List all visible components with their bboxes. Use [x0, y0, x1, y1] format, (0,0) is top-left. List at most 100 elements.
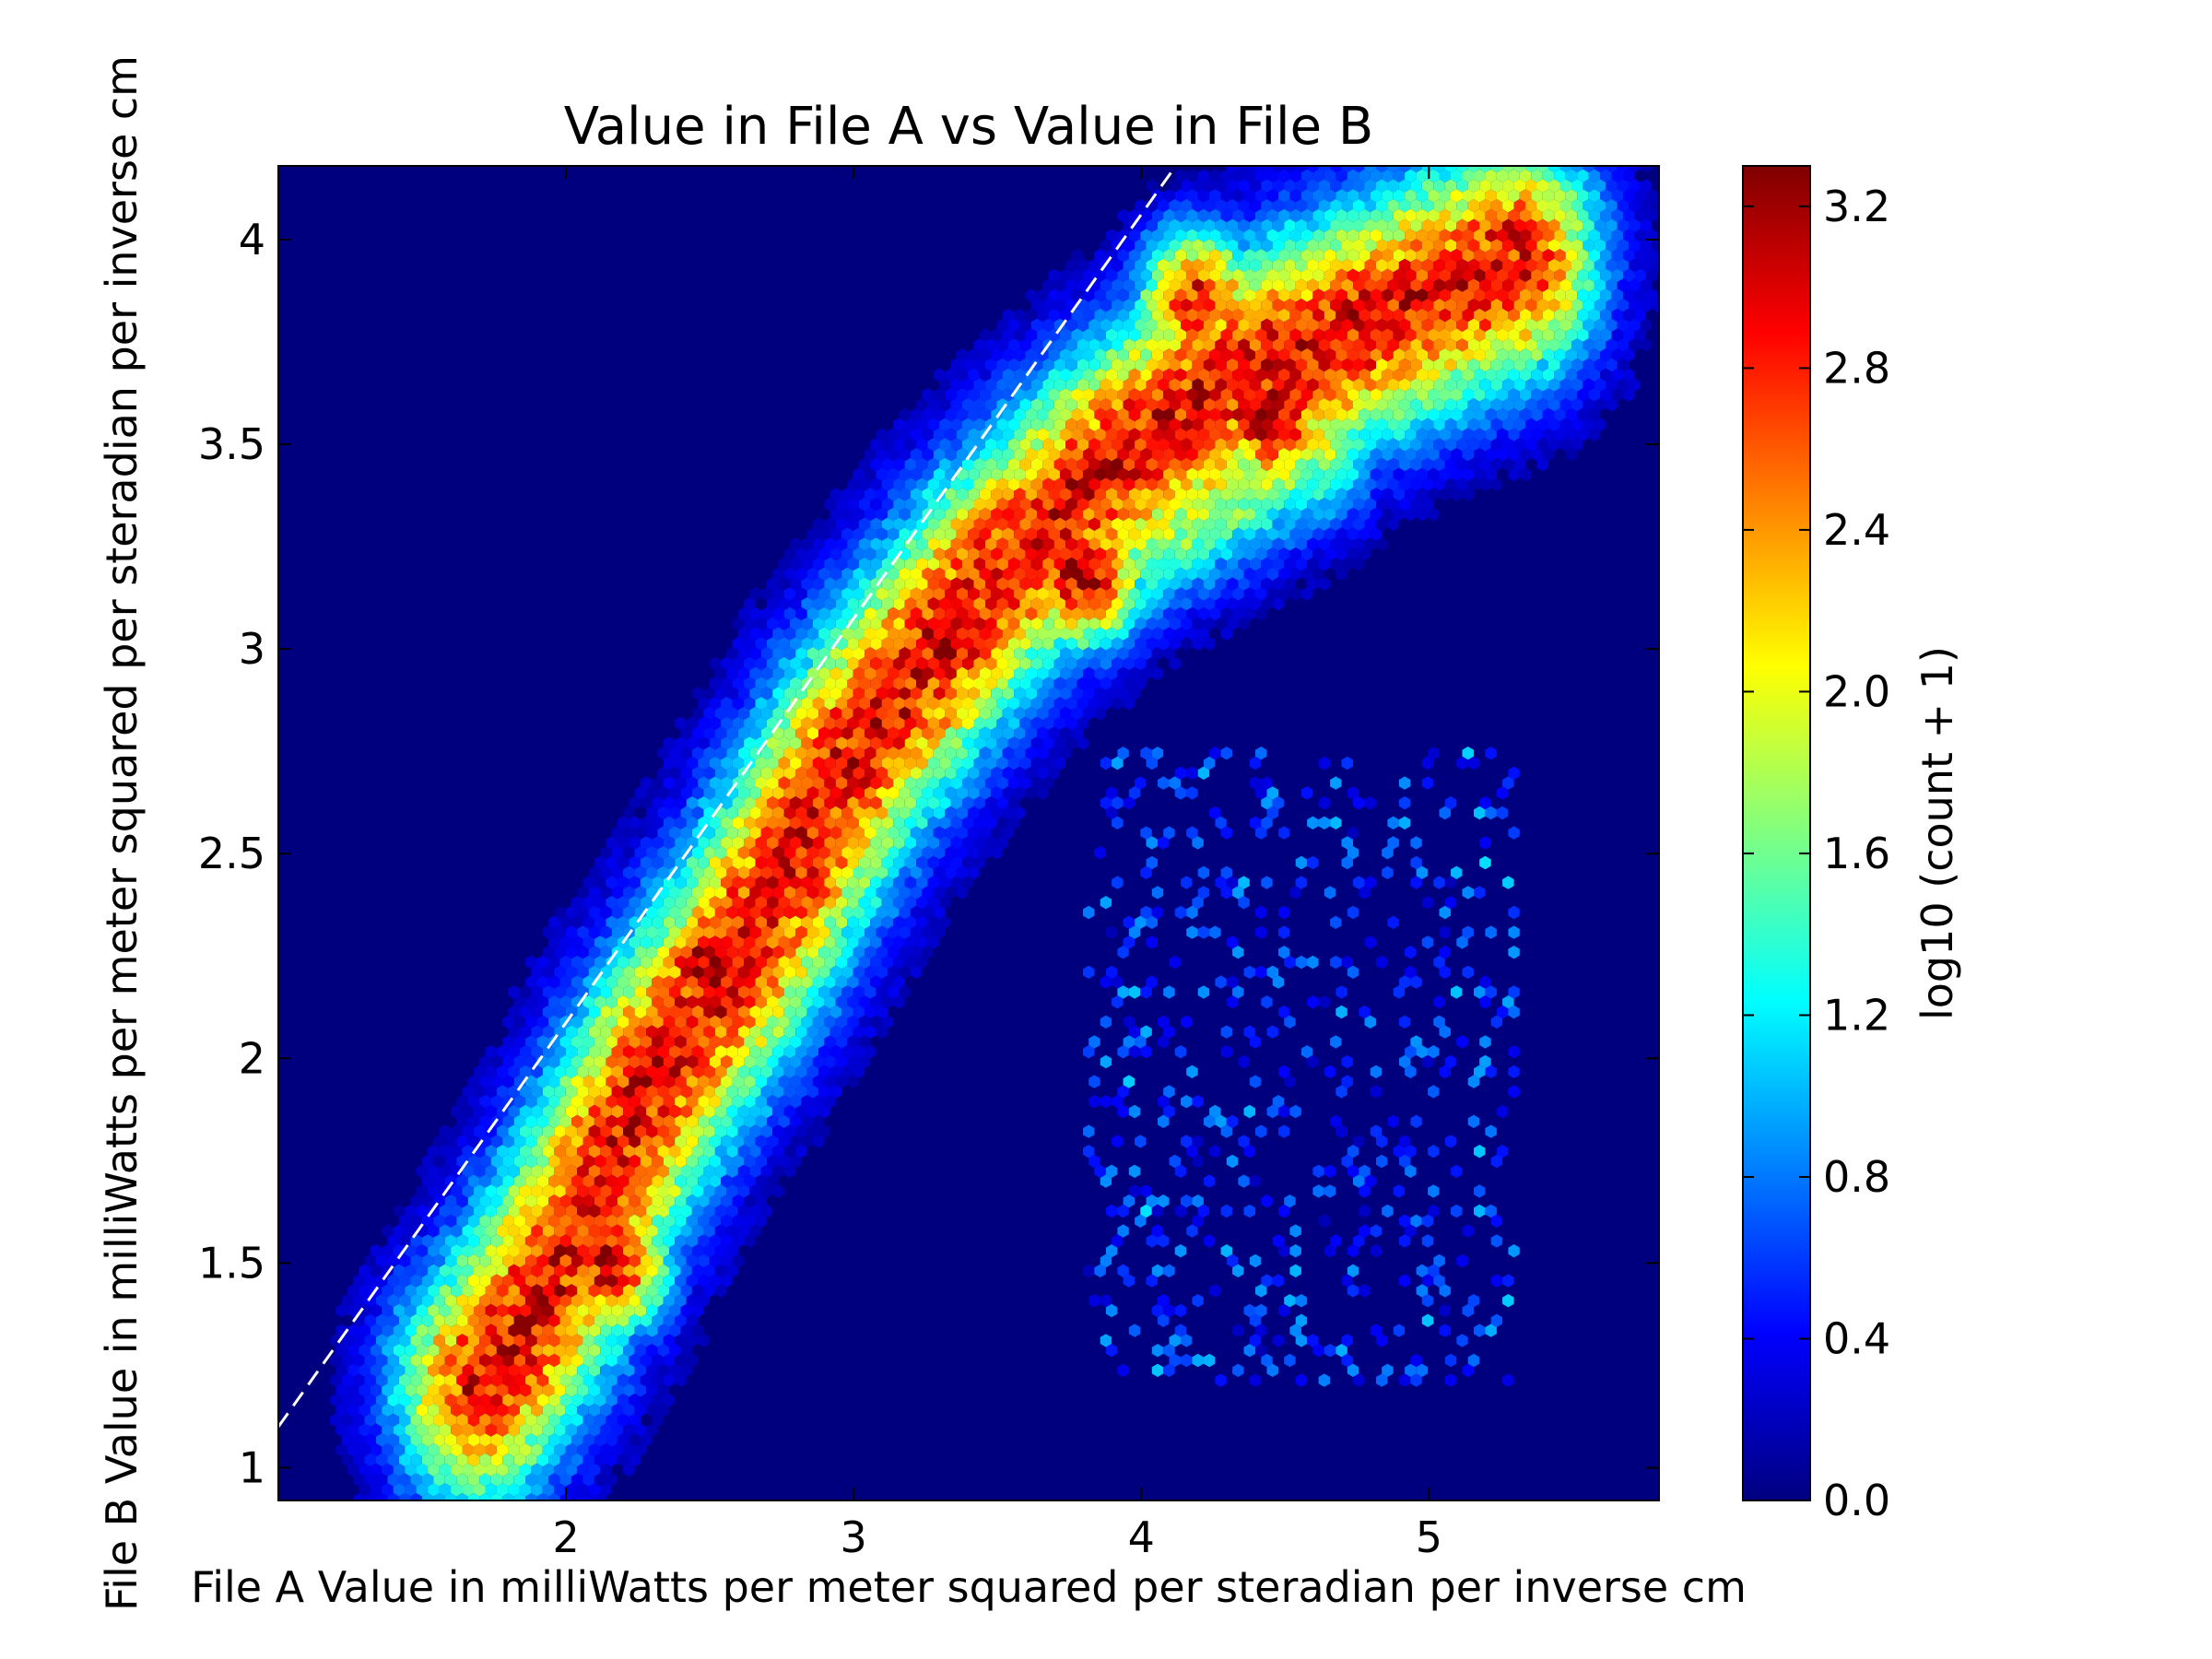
- hexbin-cell: [945, 368, 957, 382]
- hexbin-cell: [1060, 407, 1072, 422]
- hexbin-cell: [1112, 438, 1124, 452]
- hexbin-cell: [726, 985, 738, 999]
- hexbin-cell: [1071, 606, 1083, 621]
- hexbin-cell: [1405, 368, 1417, 382]
- hexbin-cell: [1577, 249, 1589, 263]
- hexbin-cell: [922, 627, 934, 641]
- hexbin-cell: [542, 946, 555, 959]
- hexbin-cell: [1485, 249, 1497, 263]
- hexbin-cell: [1238, 457, 1250, 472]
- hexbin-cell: [1536, 398, 1548, 412]
- hexbin-cell: [1181, 318, 1193, 332]
- hexbin-cell: [1571, 179, 1583, 193]
- hexbin-cell: [508, 1145, 520, 1159]
- hexbin-cell: [1479, 166, 1491, 173]
- hexbin-cell: [933, 706, 946, 721]
- hexbin-cell: [1284, 1015, 1296, 1029]
- hexbin-cell: [1559, 239, 1571, 253]
- hexbin-cell: [1451, 407, 1463, 422]
- hexbin-cell: [1151, 666, 1164, 680]
- hexbin-cell: [1456, 239, 1468, 253]
- hexbin-cell: [657, 925, 669, 939]
- hexbin-cell: [1077, 398, 1089, 412]
- hexbin-cell: [865, 806, 877, 820]
- hexbin-cell: [1060, 507, 1072, 522]
- hexbin-cell: [1376, 239, 1388, 253]
- hexbin-cell: [737, 1085, 750, 1099]
- hexbin-cell: [1135, 318, 1147, 332]
- hexbin-cell: [772, 1005, 784, 1019]
- hexbin-cell: [1220, 208, 1233, 223]
- hexbin-cell: [1588, 288, 1601, 302]
- hexbin-cell: [582, 1154, 594, 1169]
- hexbin-cell: [1324, 288, 1336, 302]
- hexbin-cell: [1226, 438, 1239, 452]
- hexbin-cell: [1387, 477, 1399, 491]
- hexbin-cell: [1249, 457, 1262, 472]
- hexbin-cell: [755, 1154, 767, 1169]
- hexbin-cell: [767, 1095, 779, 1109]
- hexbin-cell: [611, 886, 624, 900]
- hexbin-cell: [904, 736, 917, 750]
- hexbin-cell: [841, 606, 853, 621]
- hexbin-cell: [1617, 318, 1630, 332]
- hexbin-cell: [617, 1095, 629, 1109]
- hexbin-cell: [979, 747, 992, 760]
- hexbin-cell: [680, 1164, 692, 1178]
- hexbin-cell: [1479, 1054, 1491, 1069]
- hexbin-cell: [721, 995, 733, 1009]
- hexbin-cell: [663, 836, 676, 850]
- hexbin-cell: [565, 1065, 578, 1078]
- hexbin-cell: [847, 796, 859, 810]
- hexbin-cell: [1192, 378, 1204, 392]
- hexbin-cell: [881, 577, 894, 591]
- hexbin-cell: [1163, 467, 1175, 481]
- hexbin-cell: [749, 627, 761, 641]
- hexbin-cell: [1312, 328, 1324, 342]
- hexbin-cell: [405, 1204, 417, 1218]
- hexbin-cell: [1192, 258, 1204, 273]
- hexbin-cell: [623, 1025, 635, 1039]
- hexbin-cell: [956, 348, 969, 362]
- hexbin-cell: [1025, 726, 1038, 740]
- hexbin-cell: [1135, 358, 1147, 372]
- hexbin-cell: [1209, 925, 1221, 939]
- hexbin-cell: [1151, 328, 1164, 342]
- hexbin-cell: [1181, 438, 1193, 452]
- hexbin-cell: [675, 1154, 687, 1169]
- hexbin-cell: [1077, 378, 1089, 392]
- hexbin-cell: [680, 726, 692, 740]
- hexbin-cell: [1617, 258, 1630, 273]
- hexbin-cell: [657, 846, 669, 860]
- hexbin-cell: [865, 567, 877, 581]
- hexbin-cell: [1135, 199, 1147, 213]
- hexbin-cell: [1451, 865, 1463, 879]
- hexbin-cell: [881, 716, 894, 730]
- hexbin-cell: [1577, 368, 1589, 382]
- hexbin-cell: [1060, 268, 1072, 282]
- hexbin-cell: [1192, 338, 1204, 352]
- hexbin-cell: [1364, 166, 1376, 173]
- hexbin-cell: [1416, 308, 1429, 323]
- hexbin-cell: [801, 876, 813, 889]
- hexbin-cell: [835, 1015, 848, 1029]
- hexbin-cell: [600, 865, 612, 879]
- hexbin-cell: [646, 1005, 658, 1019]
- hexbin-cell: [933, 865, 946, 879]
- hexbin-cell: [847, 656, 859, 671]
- hexbin-cell: [721, 1194, 733, 1208]
- hexbin-cell: [812, 915, 825, 929]
- hexbin-cell: [1278, 488, 1290, 501]
- hexbin-cell: [985, 517, 997, 531]
- hexbin-cell: [669, 766, 681, 780]
- hexbin-cell: [1249, 358, 1262, 372]
- hexbin-cell: [1088, 457, 1100, 472]
- hexbin-cell: [1158, 218, 1170, 232]
- hexbin-cell: [1583, 299, 1594, 312]
- hexbin-cell: [1629, 258, 1641, 273]
- hexbin-cell: [806, 946, 819, 959]
- hexbin-cell: [1444, 1054, 1457, 1069]
- hexbin-cell: [1249, 258, 1262, 273]
- hexbin-cell: [1151, 1204, 1164, 1218]
